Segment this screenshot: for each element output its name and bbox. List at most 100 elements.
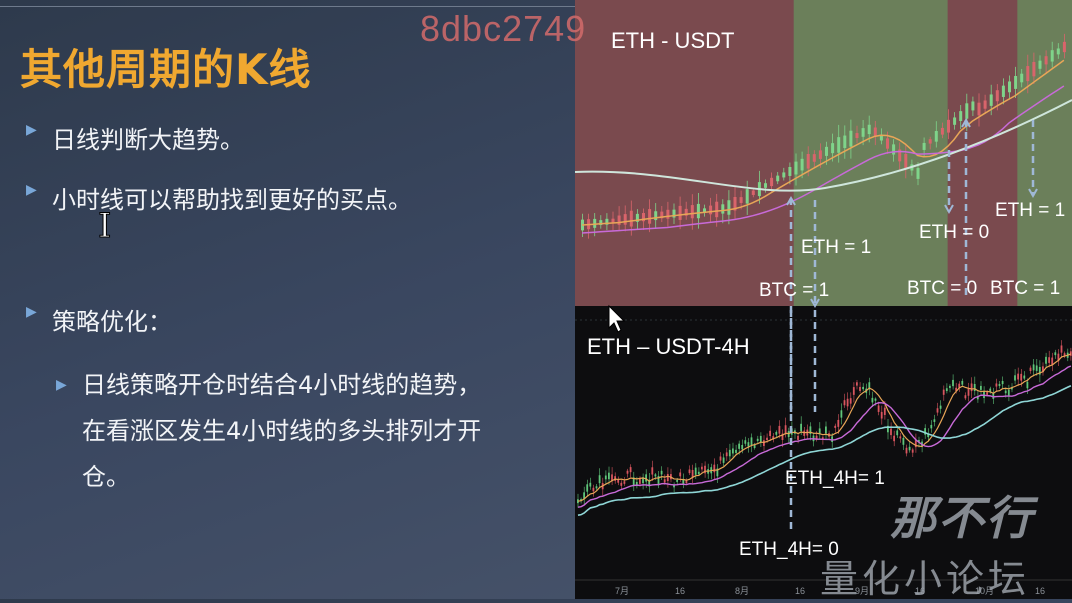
daily-candle-body xyxy=(800,158,804,171)
4h-candle-body xyxy=(1032,364,1035,371)
4h-candle-body xyxy=(1063,353,1066,357)
4h-candle-body xyxy=(825,426,827,434)
daily-candle-body xyxy=(1001,85,1005,97)
daily-candle-body xyxy=(953,117,957,125)
daily-candle-body xyxy=(818,150,822,159)
4h-candle-body xyxy=(887,425,889,433)
daily-candle-body xyxy=(593,218,597,228)
4h-candle-body xyxy=(778,425,781,434)
daily-candle-body xyxy=(825,146,828,156)
4h-candle-body xyxy=(843,400,846,406)
signal-arrow-head-icon xyxy=(961,117,971,128)
4h-candle-body xyxy=(735,449,737,453)
logo-line-1: 那不行 xyxy=(890,491,1034,545)
x-tick-label: 9月 xyxy=(855,586,869,596)
daily-candle-body xyxy=(721,204,725,214)
daily-candle-body xyxy=(873,127,877,136)
4h-candle-body xyxy=(955,387,957,391)
4h-candle-body xyxy=(964,395,967,399)
4h-candle-body xyxy=(589,482,592,487)
4h-candle-body xyxy=(880,411,883,419)
mouse-pointer-icon xyxy=(608,304,626,333)
4h-candle-body xyxy=(815,435,818,440)
4h-candle-body xyxy=(1004,390,1007,394)
daily-candle-body xyxy=(837,137,841,153)
daily-candle-body xyxy=(1032,61,1036,77)
daily-candle-body xyxy=(892,144,896,155)
daily-candle-body xyxy=(989,94,993,106)
daily-candle-body xyxy=(672,209,676,218)
x-tick-label: 16 xyxy=(675,586,685,596)
bullet-marker-icon: ▶ xyxy=(26,304,37,320)
annotation-btc-1b: BTC = 1 xyxy=(990,278,1060,299)
4h-candle-body xyxy=(797,435,799,440)
4h-candle-body xyxy=(651,467,654,475)
annotation-eth4h-1: ETH_4H= 1 xyxy=(785,468,885,489)
4h-candle-body xyxy=(821,437,824,440)
daily-ma-long xyxy=(575,99,1072,192)
daily-candle-body xyxy=(745,189,749,204)
daily-candle-body xyxy=(678,205,682,220)
4h-candle-body xyxy=(1020,373,1023,381)
text-cursor-icon: I xyxy=(97,206,112,247)
4h-ma-long xyxy=(577,385,1072,516)
daily-candle-body xyxy=(751,190,755,195)
4h-candle-body xyxy=(617,479,620,483)
daily-candle-body xyxy=(867,124,871,135)
daily-candle-body xyxy=(727,200,731,215)
daily-candle-body xyxy=(696,203,700,219)
4h-candle-body xyxy=(682,479,685,485)
4h-candle-body xyxy=(598,475,601,484)
daily-candle-body xyxy=(776,175,780,182)
4h-candle-body xyxy=(741,444,744,450)
4h-candle-body xyxy=(840,410,843,418)
daily-candle-body xyxy=(599,220,603,226)
4h-candle-body xyxy=(577,499,579,504)
daily-candle-body xyxy=(660,211,664,219)
daily-candle-body xyxy=(843,135,847,148)
4h-candle-body xyxy=(744,440,747,444)
daily-candle-body xyxy=(642,213,645,222)
4h-ma-short xyxy=(577,353,1072,502)
4h-candle-body xyxy=(868,382,871,390)
daily-candle-body xyxy=(995,90,999,102)
4h-candle-body xyxy=(1014,375,1016,381)
daily-candle-body xyxy=(806,153,810,169)
daily-candle-body xyxy=(611,218,615,224)
daily-candle-body xyxy=(605,218,609,225)
4h-candle-body xyxy=(586,484,589,492)
daily-candle-body xyxy=(623,214,627,225)
4h-candle-body xyxy=(936,408,939,413)
4h-candle-body xyxy=(809,426,812,435)
bullet-2: ▶ 小时线可以帮助找到更好的买点。 xyxy=(26,180,412,215)
daily-candle-body xyxy=(715,201,719,218)
4h-candle-body xyxy=(1060,345,1063,353)
signal-zone-red xyxy=(947,0,1018,306)
daily-candle-body xyxy=(690,205,694,219)
4h-candle-body xyxy=(874,398,877,401)
chart-background xyxy=(575,306,1072,599)
4h-candle-body xyxy=(970,383,973,392)
daily-candle-body xyxy=(666,209,670,219)
4h-chart-title: ETH – USDT-4H xyxy=(587,334,750,359)
daily-candle-body xyxy=(733,196,737,211)
4h-candle-body xyxy=(852,387,855,395)
daily-candle-body xyxy=(703,208,706,213)
x-tick-label: 16 xyxy=(795,586,805,596)
bullet-1: ▶ 日线判断大趋势。 xyxy=(26,120,244,155)
4h-candle-body xyxy=(722,457,725,463)
4h-candle-body xyxy=(849,398,852,404)
4h-candle-body xyxy=(772,436,775,440)
4h-candle-body xyxy=(1011,387,1013,390)
signal-arrow-head-icon xyxy=(810,298,820,309)
4h-candle-body xyxy=(713,464,716,473)
daily-chart-title: ETH - USDT xyxy=(611,28,734,53)
4h-candle-body xyxy=(632,477,635,486)
daily-candle-body xyxy=(739,197,743,203)
signal-zone-red xyxy=(575,0,794,306)
4h-candle-body xyxy=(1035,365,1038,371)
4h-candle-body xyxy=(747,442,750,447)
daily-candle-body xyxy=(788,166,792,176)
daily-candle-body xyxy=(1008,81,1011,93)
sub-bullet-line-3: 仓。 xyxy=(82,463,130,491)
